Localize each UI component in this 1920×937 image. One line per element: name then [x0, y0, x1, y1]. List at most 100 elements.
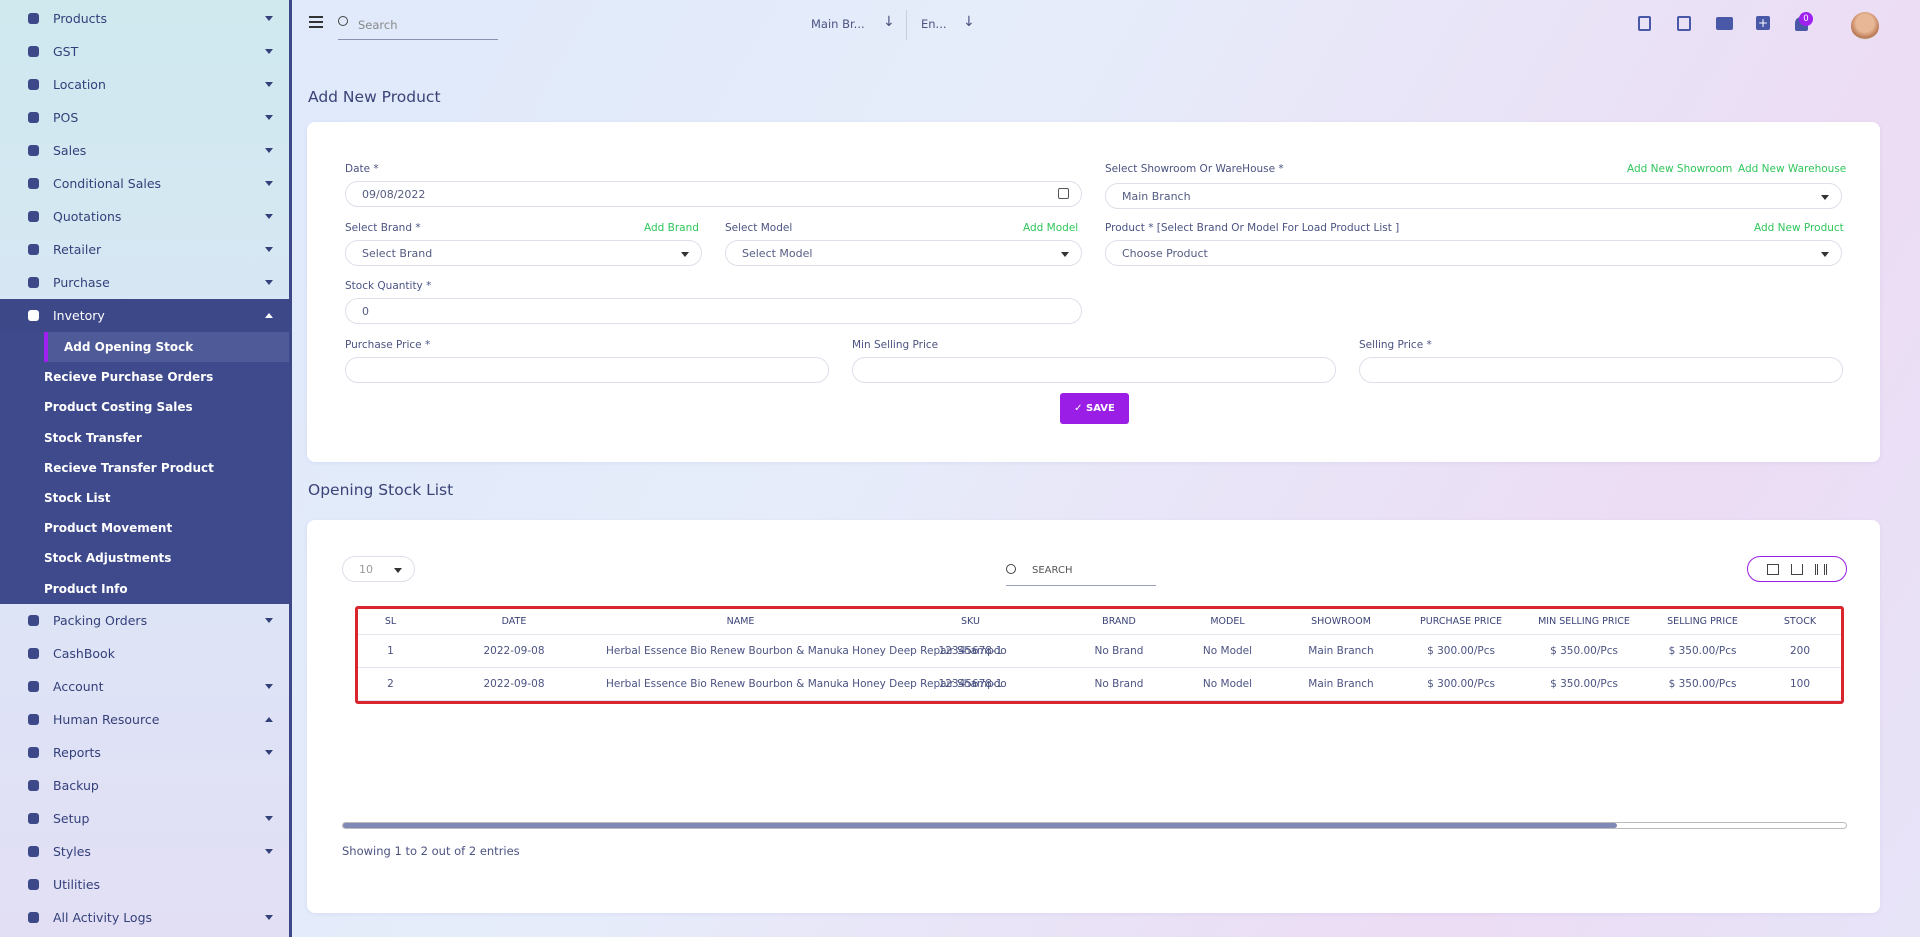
nav-label: Reports [53, 744, 101, 760]
caret [265, 716, 273, 722]
save-button[interactable]: ✓ SAVE [1060, 393, 1129, 424]
submenu-item[interactable]: Stock List [44, 491, 111, 506]
caret [265, 247, 273, 252]
nav-item[interactable]: Invetory [0, 299, 289, 332]
selling-input[interactable] [1359, 357, 1843, 383]
nav-label: Setup [53, 810, 90, 826]
link[interactable]: Add New Warehouse [1738, 163, 1847, 175]
divider [906, 10, 907, 40]
add-icon[interactable]: + [1756, 16, 1770, 30]
nav-icon [28, 779, 39, 791]
column-header: MODEL [1173, 609, 1282, 635]
submenu-item[interactable]: Stock Transfer [44, 430, 142, 445]
nav-item[interactable]: Location [0, 68, 289, 101]
submenu: Add Opening Stock Recieve Purchase Orders… [0, 332, 289, 604]
nav-icon [28, 614, 39, 626]
link[interactable]: Add New Showroom [1627, 163, 1733, 175]
brand-select[interactable]: Select Brand [345, 240, 702, 266]
nav-item[interactable]: Styles [0, 835, 289, 868]
column-header: STOCK [1759, 609, 1841, 635]
nav-label: Location [53, 77, 106, 92]
nav-item[interactable]: CashBook [0, 637, 289, 670]
nav-icon [28, 878, 39, 890]
table-frame: SL DATE NAME SKU BRAND MODEL SHOWROOM PURCHASE … [355, 606, 1844, 704]
showroom-select[interactable]: Main Branch [1105, 183, 1842, 209]
table-search[interactable]: SEARCH [1006, 558, 1156, 586]
entries-info: Showing 1 to 2 out of 2 entries [342, 844, 520, 858]
submenu-item[interactable]: Product Info [44, 581, 128, 596]
link[interactable]: Add Brand [644, 222, 699, 234]
caret [265, 214, 273, 219]
nav-label: Sales [53, 143, 87, 158]
date-input[interactable]: 09/08/2022 [345, 181, 1082, 207]
caret [265, 115, 273, 120]
product-select[interactable]: Choose Product [1105, 240, 1842, 266]
quantity-input[interactable]: 0 [345, 298, 1082, 324]
column-header: DATE [423, 609, 605, 635]
model-select[interactable]: Select Model [725, 240, 1082, 266]
nav-label: POS [53, 110, 79, 125]
table-cell: $ 300.00/Pcs [1400, 667, 1522, 701]
submenu-item[interactable]: Stock Adjustments [44, 551, 172, 566]
caret [265, 181, 273, 186]
search-placeholder: Search [358, 18, 398, 32]
nav-item[interactable]: Human Resource [0, 703, 289, 736]
nav-item[interactable]: All Activity Logs [0, 901, 289, 934]
nav-item[interactable]: Purchase [0, 266, 289, 299]
submenu-item[interactable]: Add Opening Stock [44, 332, 289, 363]
list-title: Opening Stock List [308, 481, 454, 499]
min-price-input[interactable] [852, 357, 1336, 383]
label: Select Brand * [345, 222, 421, 234]
nav-icon [28, 178, 39, 189]
export-button[interactable] [1791, 563, 1803, 575]
nav-item[interactable]: Packing Orders [0, 604, 289, 637]
sidebar: Products GST Location POS Sales Conditional S… [0, 0, 292, 937]
caret [265, 683, 273, 689]
nav-item[interactable]: GST [0, 35, 289, 68]
columns-button[interactable] [1815, 563, 1827, 575]
link[interactable]: Add New Product [1754, 222, 1844, 234]
scroll-thumb[interactable] [343, 823, 1617, 828]
placeholder: Select Model [742, 246, 813, 260]
print-button[interactable] [1767, 563, 1779, 575]
nav-item[interactable]: Account [0, 670, 289, 703]
submenu-item[interactable]: Recieve Transfer Product [44, 460, 214, 475]
nav-item[interactable]: Backup [0, 769, 289, 802]
nav-label: Packing Orders [53, 612, 148, 628]
nav-label: GST [53, 44, 79, 59]
value: 09/08/2022 [362, 187, 426, 201]
nav-item[interactable]: Utilities [0, 868, 289, 901]
pos-icon[interactable] [1677, 16, 1691, 31]
value: Main Branch [1122, 189, 1191, 203]
nav-label: CashBook [53, 645, 115, 661]
page-size-select[interactable]: 10 [342, 556, 415, 582]
placeholder: Choose Product [1122, 246, 1208, 260]
submenu-item[interactable]: Product Movement [44, 521, 173, 536]
nav-item[interactable]: Reports [0, 736, 289, 769]
search-box[interactable]: Search [338, 12, 498, 40]
table-cell: $ 350.00/Pcs [1522, 634, 1646, 668]
value: 10 [359, 562, 373, 576]
submenu-item[interactable]: Recieve Purchase Orders [44, 370, 214, 385]
nav-icon [28, 680, 39, 692]
nav-icon [28, 746, 39, 758]
nav-item[interactable]: Quotations [0, 200, 289, 233]
nav-item[interactable]: Sales [0, 134, 289, 167]
column-header: PURCHASE PRICE [1400, 609, 1522, 635]
menu-button[interactable] [309, 16, 323, 18]
table-cell: No Brand [1065, 667, 1173, 701]
language-select[interactable]: En... [921, 17, 947, 31]
book-icon[interactable] [1716, 17, 1733, 30]
branch-select[interactable]: Main Br... [811, 17, 865, 31]
link[interactable]: Add Model [1023, 222, 1079, 234]
nav-item[interactable]: Products [0, 2, 289, 35]
table-cell: 2 [358, 667, 423, 701]
submenu-item[interactable]: Product Costing Sales [44, 400, 193, 415]
avatar[interactable] [1851, 12, 1879, 40]
nav-item[interactable]: Conditional Sales [0, 167, 289, 200]
nav-item[interactable]: Retailer [0, 233, 289, 266]
nav-item[interactable]: Setup [0, 802, 289, 835]
calculator-icon[interactable] [1638, 16, 1651, 31]
purchase-input[interactable] [345, 357, 829, 383]
nav-item[interactable]: POS [0, 101, 289, 134]
